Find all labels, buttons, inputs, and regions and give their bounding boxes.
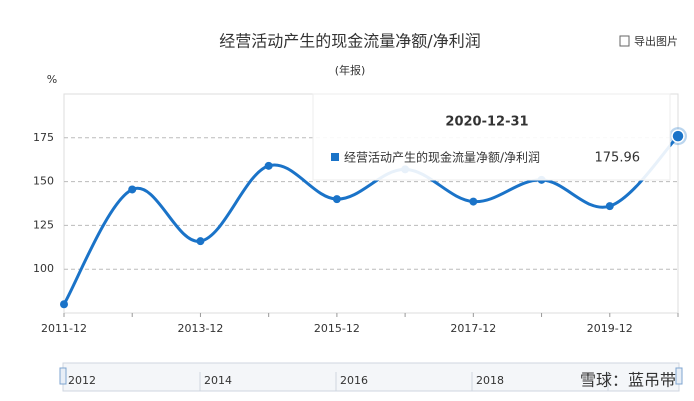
tooltip-swatch [331,153,339,161]
y-tick-label: 125 [33,218,54,231]
x-tick-label: 2013-12 [177,322,223,335]
chart-title: 经营活动产生的现金流量净额/净利润 [219,32,480,51]
slider-handle[interactable] [59,367,67,385]
y-unit: % [47,73,57,86]
y-tick-label: 150 [33,175,54,188]
watermark: 雪球：蓝吊带 [580,371,676,390]
y-tick-label: 175 [33,131,54,144]
series-line [62,135,680,306]
chart-subtitle: (年报) [335,63,366,77]
point [671,129,685,143]
point [605,202,614,211]
tooltip-date: 2020-12-31 [445,115,528,130]
x-tick-label: 2019-12 [587,322,633,335]
x-tick-label: 2017-12 [450,322,496,335]
tooltip-series: 经营活动产生的现金流量净额/净利润 [344,150,540,165]
point [128,185,137,194]
slider-label: 2014 [204,374,232,387]
point [332,195,341,204]
point [60,300,68,309]
point [196,237,205,246]
tooltip-box [312,93,671,181]
slider-handle[interactable] [675,367,683,385]
export-icon[interactable] [619,35,630,47]
y-tick-label: 100 [33,262,54,275]
tooltip-value: 175.96 [595,151,641,166]
point [264,161,273,170]
export-button[interactable]: 导出图片 [634,34,678,48]
point [469,197,478,206]
slider-label: 2016 [340,374,368,387]
x-tick-label: 2011-12 [41,322,87,335]
slider-label: 2012 [68,374,96,387]
x-tick-label: 2015-12 [314,322,360,335]
slider-label: 2018 [476,374,504,387]
